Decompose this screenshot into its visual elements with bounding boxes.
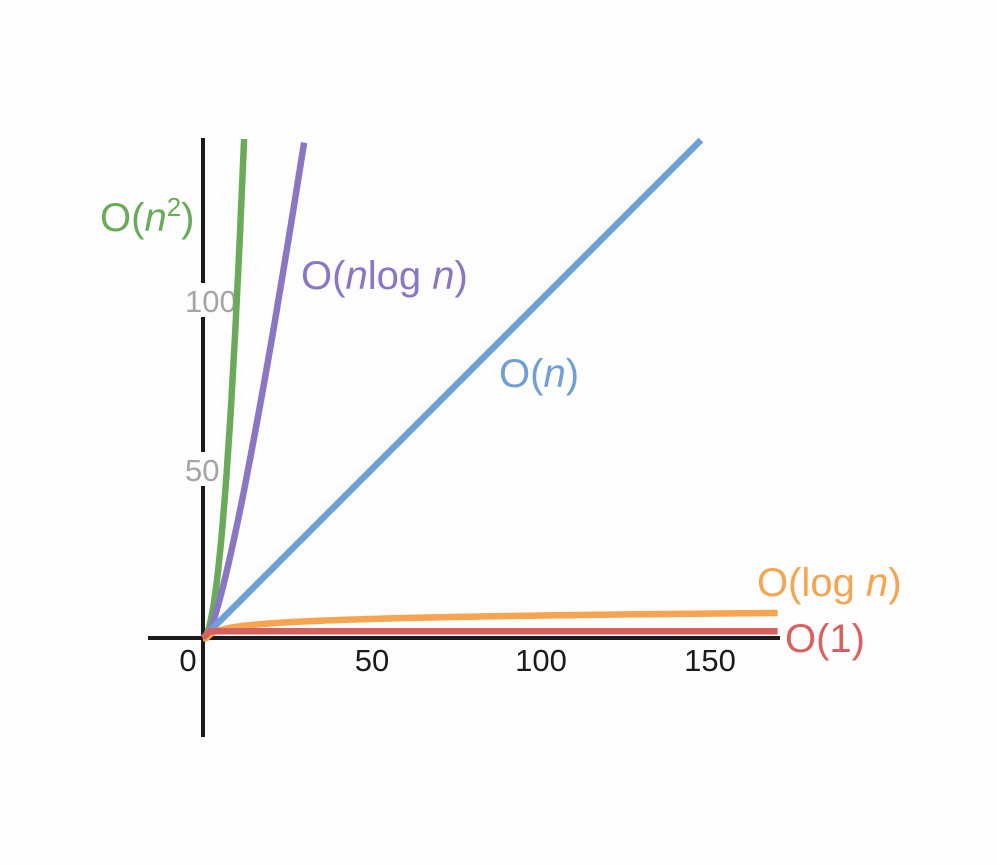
y-tick-label-50: 50 (185, 453, 219, 488)
curve-label-o-1: O(1) (785, 617, 865, 661)
curve-label-part: n (866, 561, 888, 605)
curve-label-o-n: O(n) (499, 352, 579, 396)
curve-label-part: ) (454, 254, 467, 298)
curve-label-o-n2: O(n2) (100, 192, 194, 240)
curve-label-part: n (144, 196, 166, 240)
curve-label-part: n (345, 254, 367, 298)
curve-label-part: O( (301, 254, 346, 298)
curve-label-part: ) (566, 352, 579, 396)
x-tick-label-50: 50 (355, 643, 389, 678)
y-tick-halo-50 (183, 452, 224, 486)
curve-o-logn (203, 609, 778, 642)
y-tick-halo-100 (183, 283, 242, 317)
curve-label-part: log (368, 254, 433, 298)
curve-o-1 (200, 627, 778, 641)
curve-o-nlogn (203, 142, 308, 642)
curve-label-part: ) (181, 196, 194, 240)
curve-label-part: 2 (167, 192, 181, 222)
x-tick-label-150: 150 (684, 643, 736, 678)
curve-label-o-nlogn: O(nlog n) (301, 254, 468, 298)
curve-label-part: n (543, 352, 565, 396)
curve-label-part: O(log (757, 561, 866, 605)
curve-label-part: ) (888, 561, 901, 605)
curve-o-n (200, 137, 704, 641)
curve-label-part: O( (100, 196, 145, 240)
curve-label-part: O( (499, 352, 544, 396)
x-tick-label-100: 100 (515, 643, 567, 678)
curve-label-part: n (432, 254, 454, 298)
y-tick-label-100: 100 (185, 284, 237, 319)
curve-label-part: O(1) (785, 617, 865, 661)
x-tick-label-0: 0 (179, 643, 196, 678)
curve-label-o-logn: O(log n) (757, 561, 902, 605)
